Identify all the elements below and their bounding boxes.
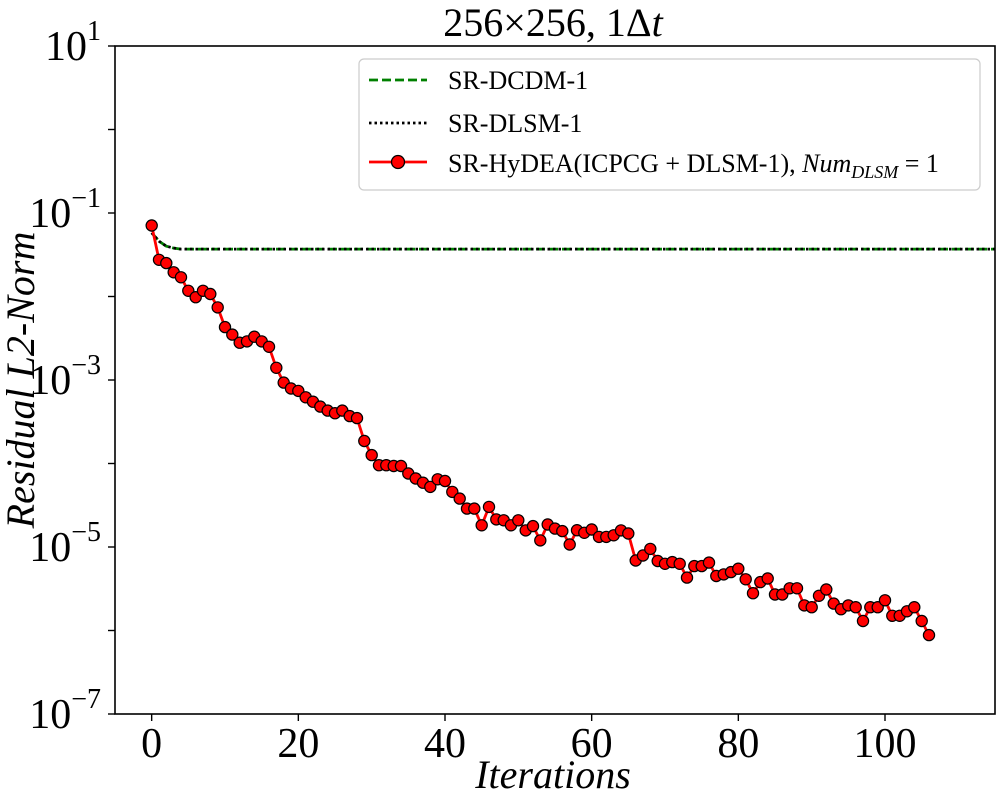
legend-label-sr-hydea-text: SR-HyDEA(ICPCG + DLSM-1), [448,149,802,178]
data-point [160,256,173,270]
legend-box [358,58,981,191]
x-tick-label: 100 [854,721,917,767]
data-point [350,411,364,425]
data-point [534,534,547,547]
y-tick-base: 10 [29,191,71,237]
x-tick-label: 0 [141,721,162,767]
data-point [680,571,694,584]
series-layer [145,219,995,642]
data-point [746,587,760,600]
y-tick-exponent: −3 [71,350,101,381]
data-point [622,527,635,540]
y-tick-exponent: 1 [87,16,101,47]
data-point [358,434,371,448]
data-point [204,287,217,301]
y-tick-exponent: −5 [71,517,101,548]
y-tick-label: 10−7 [29,684,101,738]
data-point [761,572,774,585]
data-point [218,320,232,334]
chart-title-text: 256×256, 1Δ [443,0,651,45]
chart-title: 256×256, 1Δt [443,0,663,45]
x-tick-label: 40 [424,721,466,767]
data-point [424,480,437,494]
legend-label-sr-hydea-suffix: = 1 [898,149,939,178]
data-point [908,601,921,614]
data-point [915,614,928,628]
data-point [644,542,657,556]
data-point [739,573,752,586]
y-tick-label: 10−1 [29,183,101,237]
legend-label-sr-hydea-sub: DLSM [850,162,899,182]
data-point [556,524,569,538]
data-point [453,492,466,505]
data-point [922,628,936,642]
data-point [673,557,686,571]
data-point [820,583,833,596]
data-point [468,502,481,515]
y-axis-title: Residual L2-Norm [0,232,43,530]
data-point [849,601,862,614]
y-tick-label: 101 [45,16,101,70]
x-tick-label: 60 [571,721,613,767]
data-point [856,614,870,628]
data-point [563,538,576,551]
legend-label-sr-dlsm: SR-DLSM-1 [448,109,582,138]
data-point [512,514,525,527]
y-tick-exponent: −7 [71,684,101,715]
data-point [526,519,540,533]
data-point [878,594,892,607]
data-point [475,519,488,532]
data-point [262,340,276,353]
data-point [211,301,224,314]
y-tick-base: 10 [45,24,87,70]
series-line-1 [150,231,995,251]
data-point [482,500,496,514]
data-point [365,448,378,462]
legend: SR-DCDM-1 SR-DLSM-1 SR-HyDEA(ICPCG + DLS… [358,58,981,191]
data-point [702,556,716,569]
y-tick-label: 10−5 [29,517,101,571]
x-axis-title: Iterations [474,752,631,797]
y-tick-base: 10 [29,358,71,404]
data-point [585,523,598,536]
x-axis: 0 20 40 60 80 100 [141,714,917,767]
chart-title-var: t [652,0,664,45]
data-point [790,582,804,595]
data-point [270,361,283,374]
y-tick-exponent: −1 [71,183,101,214]
data-point [805,601,818,614]
data-point [174,271,188,284]
legend-label-sr-dcdm: SR-DCDM-1 [448,66,588,95]
y-tick-base: 10 [29,692,71,738]
data-point [226,328,239,341]
legend-label-sr-hydea: SR-HyDEA(ICPCG + DLSM-1), NumDLSM = 1 [448,149,939,182]
data-point [438,474,452,488]
y-tick-label: 10−3 [29,350,101,404]
legend-label-sr-hydea-num: Num [801,149,851,178]
legend-marker-sr-hydea [390,154,406,170]
data-point [145,219,158,232]
y-tick-base: 10 [29,525,71,571]
x-tick-label: 20 [277,721,319,767]
data-point [732,562,745,575]
data-point [394,459,408,473]
x-tick-label: 80 [717,721,759,767]
